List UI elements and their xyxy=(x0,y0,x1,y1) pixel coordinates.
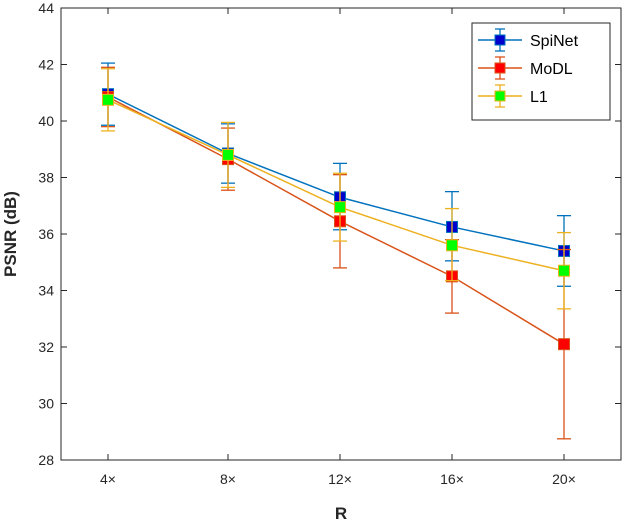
data-point xyxy=(446,239,458,252)
x-tick-label: 4× xyxy=(100,471,116,487)
y-tick-label: 30 xyxy=(38,396,54,412)
x-tick-label: 16× xyxy=(440,471,464,487)
data-point xyxy=(558,338,570,351)
x-tick-label: 8× xyxy=(220,471,236,487)
y-tick-label: 38 xyxy=(38,170,54,186)
data-point xyxy=(222,148,234,161)
data-point xyxy=(558,264,570,277)
y-axis-title: PSNR (dB) xyxy=(1,191,20,277)
data-point xyxy=(102,93,114,106)
y-axis: 28 30 32 34 36 38 40 42 44 xyxy=(38,0,621,468)
legend-marker xyxy=(494,90,506,102)
legend-entry: MoDL xyxy=(478,56,573,80)
legend-label: SpiNet xyxy=(530,33,579,50)
y-tick-label: 42 xyxy=(38,57,54,73)
legend-entry: SpiNet xyxy=(478,28,579,52)
legend-marker xyxy=(494,34,506,46)
y-tick-label: 36 xyxy=(38,226,54,242)
series-l1 xyxy=(101,68,571,310)
y-tick-label: 40 xyxy=(38,113,54,129)
series-layer xyxy=(101,62,571,440)
y-tick-label: 34 xyxy=(38,283,54,299)
x-axis: 4× 8× 12× 16× 20× xyxy=(100,8,576,487)
y-tick-label: 28 xyxy=(38,452,54,468)
x-tick-label: 20× xyxy=(552,471,576,487)
x-tick-label: 12× xyxy=(328,471,352,487)
legend: SpiNet MoDL L1 xyxy=(471,22,611,121)
y-tick-label: 32 xyxy=(38,339,54,355)
legend-marker xyxy=(494,62,506,74)
legend-label: L1 xyxy=(530,89,548,106)
legend-label: MoDL xyxy=(530,61,573,78)
legend-entry: L1 xyxy=(478,84,548,108)
y-tick-label: 44 xyxy=(38,0,54,16)
data-point xyxy=(334,201,346,214)
x-axis-title: R xyxy=(335,504,347,523)
